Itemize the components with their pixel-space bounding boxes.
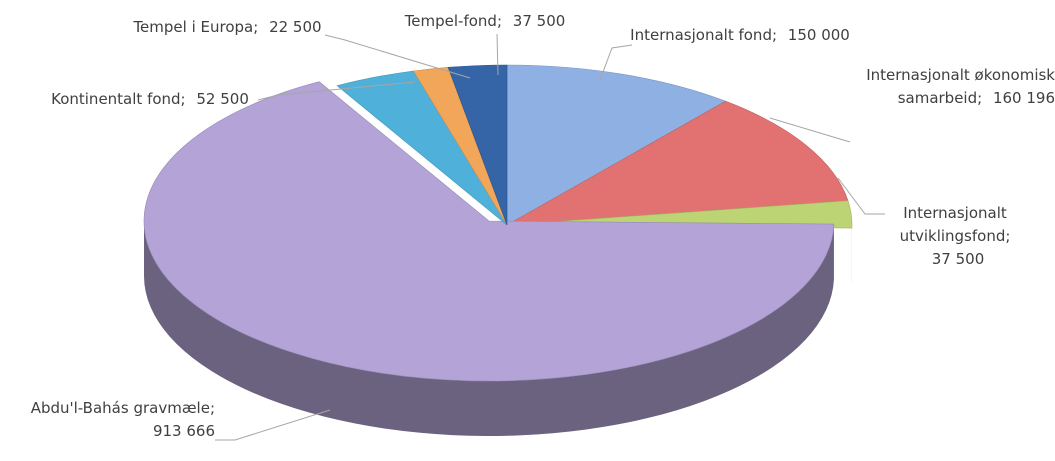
leader-line xyxy=(599,44,633,81)
data-label: Internasjonalt utviklingsfond; 37 500 xyxy=(880,202,1030,271)
category-label: Kontinentalt fond; xyxy=(51,90,186,108)
slice-side xyxy=(144,221,834,437)
slice xyxy=(506,64,727,226)
leader-line xyxy=(257,81,416,101)
value-label: 160 196 xyxy=(992,89,1055,107)
slices xyxy=(143,64,853,437)
slice xyxy=(506,100,849,226)
value-label: 22 500 xyxy=(269,18,322,36)
slice xyxy=(143,81,835,382)
value-label: 52 500 xyxy=(196,90,249,108)
leader-line xyxy=(324,34,471,79)
value-label: 913 666 xyxy=(152,422,215,440)
data-label: Internasjonalt fond; 150 000 xyxy=(630,24,850,47)
value-label: 37 500 xyxy=(512,12,566,30)
slice xyxy=(506,200,853,229)
data-label: Tempel-fond; 37 500 xyxy=(360,10,610,33)
category-label: Tempel-fond; xyxy=(404,12,503,30)
leader-line xyxy=(215,409,331,441)
slice xyxy=(447,64,508,226)
value-label: 37 500 xyxy=(931,250,985,268)
data-label: Tempel i Europa; 22 500 xyxy=(130,16,325,39)
category-label: Internasjonalt fond; xyxy=(630,26,778,44)
category-label: Internasjonalt økonomisk samarbeid; xyxy=(866,66,1055,107)
value-label: 150 000 xyxy=(787,26,850,44)
category-label: Tempel i Europa; xyxy=(133,18,259,36)
leader-line xyxy=(496,33,499,76)
category-label: Internasjonalt utviklingsfond; xyxy=(899,204,1011,245)
data-label: Abdu'l-Bahás gravmæle; 913 666 xyxy=(10,397,215,443)
data-label: Kontinentalt fond; 52 500 xyxy=(40,88,260,111)
data-label: Internasjonalt økonomisk samarbeid; 160 … xyxy=(830,64,1055,110)
leader-line xyxy=(769,117,851,143)
category-label: Abdu'l-Bahás gravmæle; xyxy=(30,399,215,417)
leader-line xyxy=(837,177,885,215)
